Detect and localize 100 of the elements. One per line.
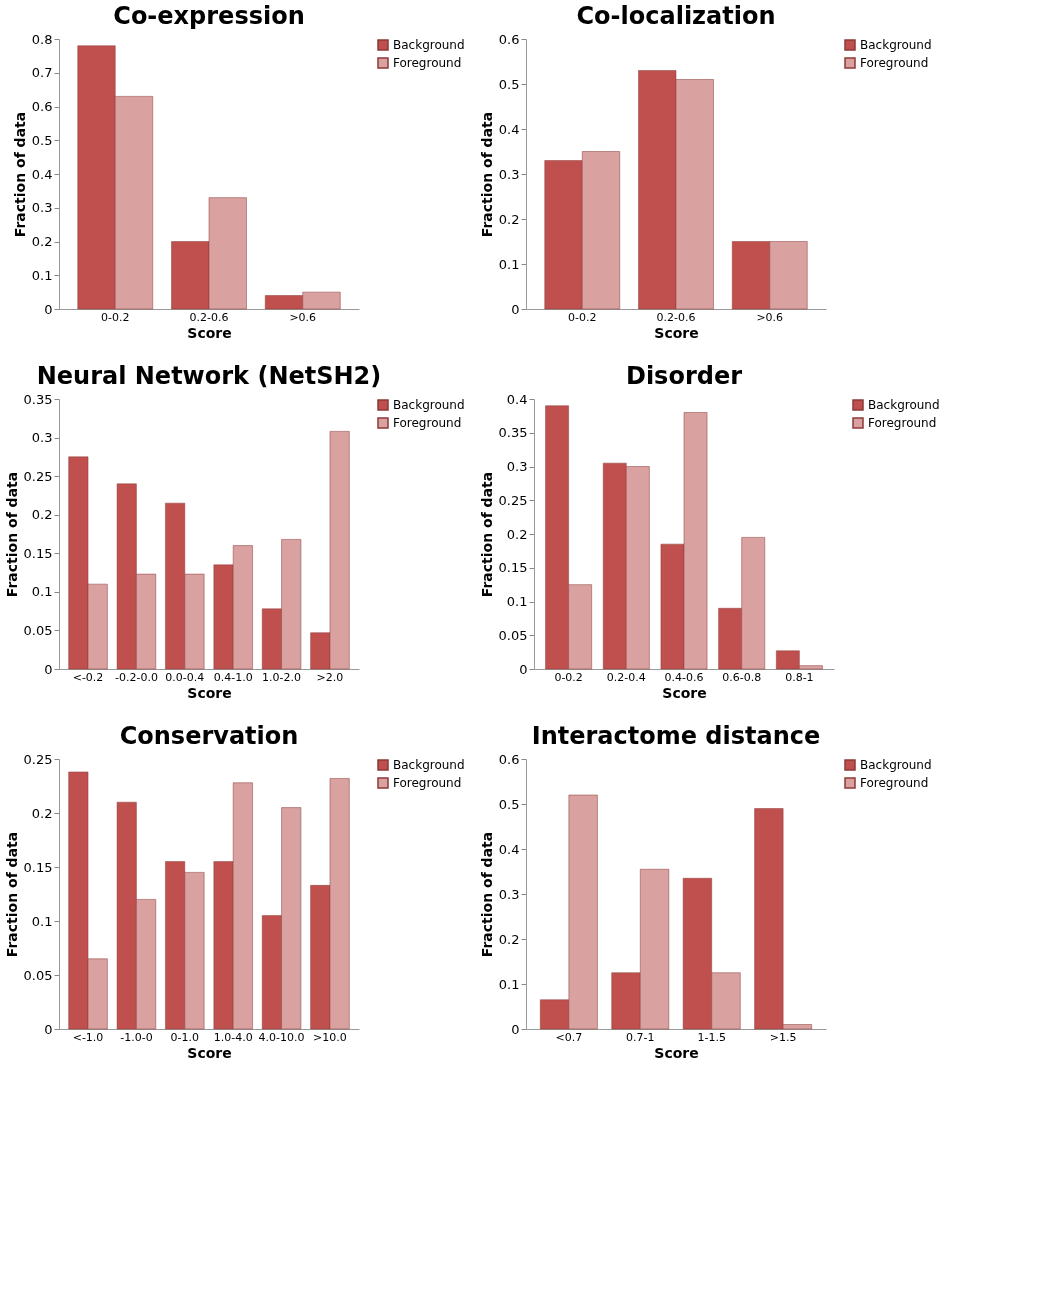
x-tick-label: 0-0.2 bbox=[568, 310, 597, 324]
y-tick-label: 0 bbox=[511, 1021, 520, 1037]
x-tick-label: 0.2-0.4 bbox=[606, 670, 646, 684]
y-tick-label: 0.15 bbox=[23, 545, 53, 561]
x-tick-label: 0.4-1.0 bbox=[213, 670, 253, 684]
x-tick-label: >2.0 bbox=[316, 670, 344, 684]
chart-title: Neural Network (NetSH2) bbox=[36, 362, 382, 390]
y-tick-label: 0.2 bbox=[498, 931, 520, 947]
y-tick-label: 0.15 bbox=[498, 560, 528, 576]
x-tick-label: 0.7-1 bbox=[626, 1030, 655, 1044]
x-axis-title: Score bbox=[662, 684, 707, 701]
y-tick-label: 0.1 bbox=[31, 584, 53, 600]
y-tick-label: 0.2 bbox=[31, 234, 53, 249]
y-tick-label: 0.2 bbox=[498, 211, 520, 227]
legend-label: Foreground bbox=[393, 416, 462, 430]
legend-label: Foreground bbox=[868, 416, 937, 430]
y-tick-label: 0.6 bbox=[498, 31, 520, 47]
y-axis-title: Fraction of data bbox=[478, 111, 495, 238]
chart-title: Interactome distance bbox=[531, 722, 821, 750]
x-tick-label: 0.2-0.6 bbox=[189, 310, 229, 324]
x-tick-label: 0.6-0.8 bbox=[722, 670, 762, 684]
x-tick-label: 0-1.0 bbox=[170, 1030, 200, 1044]
y-tick-label: 0.5 bbox=[31, 132, 53, 148]
y-tick-label: 0.2 bbox=[31, 805, 53, 821]
x-tick-label: >0.6 bbox=[289, 310, 317, 324]
legend-label: Foreground bbox=[393, 56, 462, 70]
y-tick-label: 0.5 bbox=[498, 796, 520, 812]
y-tick-label: 0 bbox=[511, 301, 520, 317]
y-tick-label: 0.05 bbox=[23, 622, 53, 638]
y-axis-title: Fraction of data bbox=[478, 471, 495, 598]
y-tick-label: 0.2 bbox=[506, 526, 528, 542]
chart-title: Co-localization bbox=[576, 2, 776, 30]
x-axis-title: Score bbox=[187, 684, 232, 701]
y-tick-label: 0 bbox=[44, 301, 53, 317]
y-axis-title: Fraction of data bbox=[3, 471, 20, 598]
y-tick-label: 0.1 bbox=[498, 256, 520, 272]
legend-label: Foreground bbox=[393, 776, 462, 790]
x-axis-title: Score bbox=[187, 1044, 232, 1061]
legend-label: Background bbox=[860, 38, 932, 52]
y-axis-title: Fraction of data bbox=[11, 111, 28, 238]
x-tick-label: -0.2-0.0 bbox=[114, 670, 158, 684]
y-tick-label: 0.4 bbox=[506, 391, 528, 407]
x-tick-label: >1.5 bbox=[769, 1030, 797, 1044]
x-tick-label: 0.8-1 bbox=[785, 670, 814, 684]
x-tick-label: 0.4-0.6 bbox=[664, 670, 704, 684]
y-axis-title: Fraction of data bbox=[478, 831, 495, 958]
y-tick-label: 0.6 bbox=[498, 751, 520, 767]
y-tick-label: 0.35 bbox=[23, 391, 53, 407]
x-axis-title: Score bbox=[187, 324, 232, 341]
y-tick-label: 0.3 bbox=[498, 166, 520, 182]
legend-label: Background bbox=[393, 758, 465, 772]
x-tick-label: -1.0-0 bbox=[120, 1030, 153, 1044]
y-tick-label: 0.05 bbox=[23, 967, 53, 983]
y-tick-label: 0.8 bbox=[31, 31, 53, 47]
x-tick-label: <-0.2 bbox=[72, 670, 104, 684]
x-tick-label: 0.2-0.6 bbox=[656, 310, 696, 324]
y-tick-label: 0.3 bbox=[498, 886, 520, 902]
legend-label: Background bbox=[393, 398, 465, 412]
chart-title: Co-expression bbox=[113, 2, 305, 30]
y-tick-label: 0.05 bbox=[498, 627, 528, 643]
x-tick-label: 0-0.2 bbox=[554, 670, 583, 684]
y-tick-label: 0.3 bbox=[31, 200, 53, 216]
y-axis-title: Fraction of data bbox=[3, 831, 20, 958]
y-tick-label: 0.1 bbox=[506, 594, 528, 609]
y-tick-label: 0 bbox=[44, 661, 53, 677]
y-tick-label: 0 bbox=[519, 661, 528, 677]
x-tick-label: 4.0-10.0 bbox=[258, 1030, 305, 1044]
y-tick-label: 0.3 bbox=[31, 430, 53, 446]
y-tick-label: 0.35 bbox=[498, 425, 528, 441]
x-tick-label: 1-1.5 bbox=[697, 1030, 726, 1044]
x-tick-label: 1.0-2.0 bbox=[262, 670, 302, 684]
y-tick-label: 0.4 bbox=[498, 841, 520, 857]
y-tick-label: 0.15 bbox=[23, 859, 53, 875]
y-tick-label: 0.4 bbox=[498, 121, 520, 137]
y-tick-label: 0.5 bbox=[498, 76, 520, 92]
x-axis-title: Score bbox=[654, 1044, 699, 1061]
x-tick-label: <0.7 bbox=[555, 1030, 583, 1044]
y-tick-label: 0.1 bbox=[498, 976, 520, 992]
x-axis-title: Score bbox=[654, 324, 699, 341]
y-tick-label: 0.25 bbox=[23, 751, 53, 767]
y-tick-label: 0.25 bbox=[498, 492, 528, 508]
chart-title: Disorder bbox=[625, 362, 743, 390]
x-tick-label: 0-0.2 bbox=[101, 310, 130, 324]
y-tick-label: 0.1 bbox=[31, 267, 53, 283]
y-tick-label: 0.3 bbox=[506, 459, 528, 474]
x-tick-label: >10.0 bbox=[313, 1030, 347, 1044]
x-tick-label: >0.6 bbox=[756, 310, 784, 324]
y-tick-label: 0.2 bbox=[31, 507, 53, 523]
y-tick-label: 0.1 bbox=[31, 913, 53, 929]
legend-label: Background bbox=[393, 38, 465, 52]
x-tick-label: 1.0-4.0 bbox=[213, 1030, 253, 1044]
y-tick-label: 0 bbox=[44, 1021, 53, 1037]
y-tick-label: 0.4 bbox=[31, 166, 53, 182]
legend-label: Background bbox=[868, 398, 940, 412]
y-tick-label: 0.7 bbox=[31, 65, 53, 81]
legend-label: Foreground bbox=[860, 776, 929, 790]
legend-label: Foreground bbox=[860, 56, 929, 70]
x-tick-label: <-1.0 bbox=[72, 1030, 104, 1044]
legend-label: Background bbox=[860, 758, 932, 772]
y-tick-label: 0.25 bbox=[23, 468, 53, 484]
